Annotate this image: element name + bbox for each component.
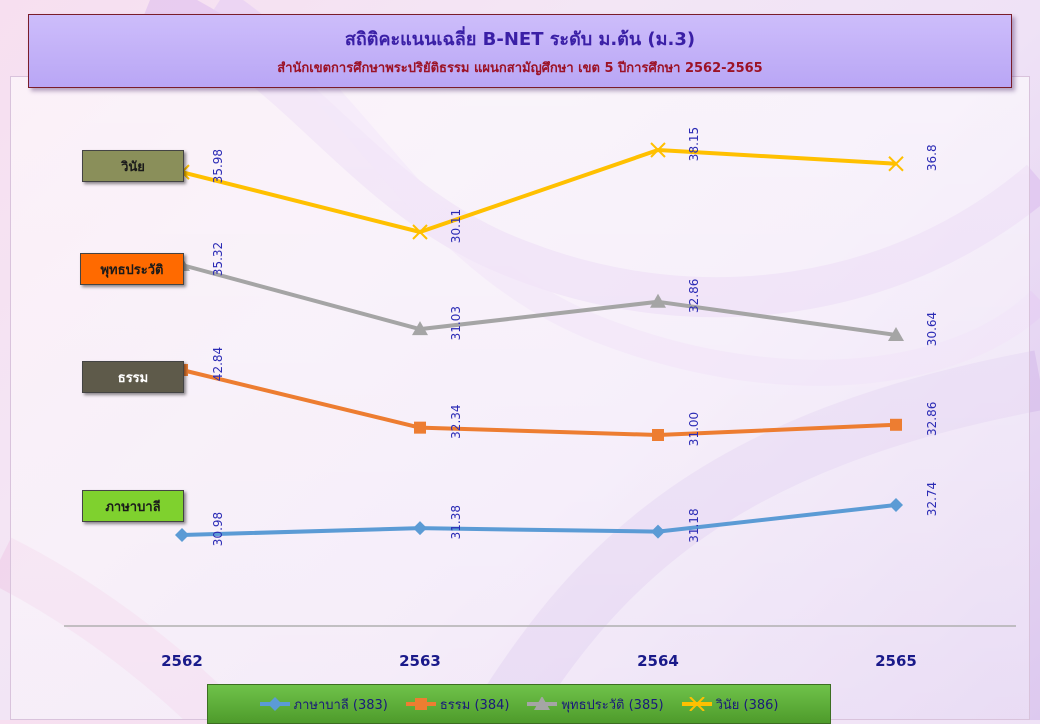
point-marker — [414, 421, 426, 434]
data-label: 32.86 — [925, 402, 939, 436]
point-marker — [534, 697, 551, 710]
point-marker — [651, 524, 665, 539]
legend-item: วินัย (386) — [681, 694, 779, 715]
point-marker — [650, 293, 666, 308]
point-marker — [890, 418, 902, 431]
series-0: 35.98 30.11 38.15 36.8 — [174, 127, 939, 243]
legend-label: ภาษาบาลี (383) — [293, 697, 388, 713]
point-marker — [175, 528, 189, 542]
x-tick-label: 2562 — [161, 652, 203, 670]
series-3: 30.98 31.38 31.18 32.74 — [175, 482, 939, 546]
legend-swatch — [527, 697, 558, 710]
x-tick-label: 2564 — [637, 652, 679, 670]
legend-item: พุทธประวัติ (385) — [527, 694, 664, 715]
data-label: 32.34 — [449, 404, 463, 438]
series-name-label: วินัย — [82, 150, 184, 182]
point-marker — [412, 224, 428, 240]
series-line — [181, 148, 897, 234]
point-marker — [652, 429, 664, 441]
point-marker — [412, 321, 428, 336]
series-name-label: พุทธประวัติ — [80, 253, 184, 285]
legend-swatch — [681, 697, 712, 711]
legend-item: ธรรม (384) — [405, 694, 510, 715]
data-label: 30.64 — [925, 312, 939, 346]
series-line — [181, 263, 897, 337]
point-marker — [413, 521, 427, 536]
point-marker — [267, 697, 282, 711]
data-label: 32.74 — [925, 482, 939, 516]
point-marker — [688, 697, 705, 711]
data-label: 30.98 — [211, 512, 225, 546]
series-name-label: ธรรม — [82, 361, 184, 393]
data-label: 31.00 — [687, 412, 701, 446]
series-line — [181, 368, 897, 437]
title-banner: สถิติคะแนนเฉลี่ย B-NET ระดับ ม.ต้น (ม.3)… — [28, 14, 1012, 88]
legend-item: ภาษาบาลี (383) — [259, 694, 388, 715]
legend-swatch — [259, 697, 290, 711]
series-2: 42.84 32.34 31.00 32.86 — [176, 347, 939, 446]
data-label: 31.38 — [449, 505, 463, 539]
x-tick-label: 2565 — [875, 652, 917, 670]
plot-panel — [10, 76, 1030, 720]
data-label: 30.11 — [449, 209, 463, 243]
legend-label: พุทธประวัติ (385) — [561, 697, 664, 713]
legend-swatch — [405, 698, 436, 710]
data-label: 32.86 — [687, 279, 701, 313]
point-marker — [414, 698, 427, 710]
data-label: 35.98 — [211, 149, 225, 183]
data-label: 42.84 — [211, 347, 225, 381]
chart-title: สถิติคะแนนเฉลี่ย B-NET ระดับ ม.ต้น (ม.3) — [344, 29, 696, 50]
data-label: 31.03 — [449, 306, 463, 340]
point-marker — [889, 498, 903, 512]
chart-legend: ภาษาบาลี (383) ธรรม (384) พุทธประวัติ (385… — [207, 684, 831, 724]
series-line — [181, 503, 897, 537]
legend-label: ธรรม (384) — [439, 697, 510, 713]
point-marker — [888, 156, 904, 172]
legend-label: วินัย (386) — [715, 697, 779, 713]
point-marker — [650, 142, 666, 158]
chart-subtitle: สำนักเขตการศึกษาพระปริยัติธรรม แผนกสามัญ… — [277, 61, 763, 76]
point-marker — [888, 327, 904, 341]
x-tick-label: 2563 — [399, 652, 441, 670]
data-label: 31.18 — [687, 508, 701, 542]
series-name-label: ภาษาบาลี — [82, 490, 184, 522]
data-label: 36.8 — [925, 144, 939, 171]
data-label: 35.32 — [211, 242, 225, 276]
series-1: 35.32 31.03 32.86 30.64 — [174, 242, 939, 346]
data-label: 38.15 — [687, 127, 701, 161]
